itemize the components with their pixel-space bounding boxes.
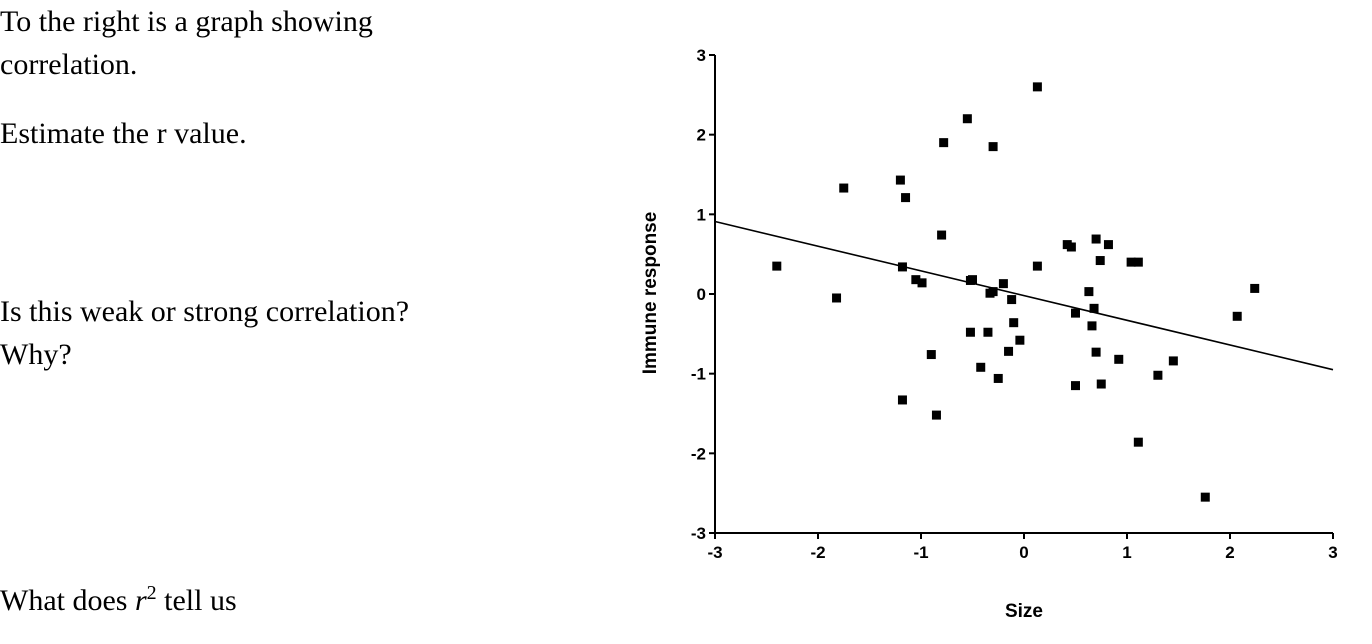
y-tick-label: -3 [691, 524, 706, 543]
question-graph-intro-line-2: correlation. [0, 48, 138, 81]
x-tick-label: 0 [1019, 543, 1028, 562]
data-point [939, 138, 949, 148]
chart-axes [714, 55, 1333, 534]
data-point [901, 193, 911, 203]
regression-line [714, 220, 1334, 371]
data-point [1114, 354, 1124, 364]
data-point [985, 288, 995, 298]
data-point [1153, 370, 1163, 380]
data-point [911, 275, 921, 285]
data-point [1200, 492, 1210, 502]
data-point [1103, 240, 1113, 250]
x-tick-label: -2 [810, 543, 825, 562]
data-point [1232, 311, 1242, 321]
x-tick-label: -3 [707, 543, 722, 562]
data-point [917, 278, 927, 288]
data-point [839, 183, 849, 193]
y-axis-label: Immune response [640, 212, 661, 375]
data-point [993, 373, 1003, 383]
question-graph-intro-line-1: To the right is a graph showing [0, 5, 373, 38]
data-point [926, 350, 936, 360]
data-point [965, 327, 975, 337]
data-point [1004, 346, 1014, 356]
data-point [897, 262, 907, 272]
x-axis-label: Size [1005, 601, 1043, 622]
data-point [968, 275, 977, 285]
data-point [1096, 379, 1106, 389]
data-point [1066, 242, 1076, 252]
data-point [1071, 308, 1080, 318]
x-tick-label: 1 [1122, 543, 1131, 562]
y-tick-label: 1 [697, 205, 706, 224]
question-r-squared: What does r2 tell us [0, 579, 237, 622]
data-point [1071, 381, 1080, 391]
data-point [998, 279, 1008, 289]
y-tick-label: 2 [697, 126, 706, 145]
question-weak-or-strong-line-1: Is this weak or strong correlation? [0, 295, 410, 328]
data-point [1250, 283, 1260, 293]
data-point [1091, 347, 1101, 357]
data-points [772, 82, 1260, 502]
question-estimate-r: Estimate the r value. [0, 117, 247, 150]
data-point [962, 114, 972, 124]
data-point [983, 327, 993, 337]
data-point [976, 362, 986, 372]
data-point [1032, 261, 1042, 271]
question-weak-or-strong-line-2: Why? [0, 338, 72, 371]
data-point [1091, 234, 1101, 244]
data-point [1007, 295, 1017, 305]
data-point [1126, 257, 1136, 267]
data-point [1009, 318, 1019, 328]
x-tick-label: -1 [913, 543, 928, 562]
data-point [895, 175, 905, 185]
question-weak-or-strong: Is this weak or strong correlation? Why? [0, 290, 409, 376]
x-tick-label: 3 [1328, 543, 1337, 562]
data-point [931, 410, 941, 420]
x-tick-label: 2 [1225, 543, 1234, 562]
data-point [1089, 303, 1099, 313]
data-point [1095, 256, 1105, 266]
y-tick-label: -2 [691, 444, 706, 463]
data-point [1133, 257, 1143, 267]
data-point [897, 395, 907, 405]
regression-line-group [714, 220, 1334, 371]
question-r-squared-suffix: tell us [156, 584, 237, 617]
superscript-two: 2 [146, 582, 157, 604]
y-tick-label: 0 [697, 285, 706, 304]
y-tick-label: 3 [697, 46, 706, 65]
data-point [1015, 335, 1025, 345]
data-point [832, 293, 842, 303]
data-point [1084, 287, 1094, 297]
question-r-squared-prefix: What does [0, 584, 135, 617]
data-point [1087, 321, 1097, 331]
chart-ticks: -3 -2 -1 0 1 2 3 3 2 1 0 -1 -2 -3 [691, 46, 1338, 562]
question-graph-intro: To the right is a graph showing correlat… [0, 0, 373, 86]
data-point [1133, 437, 1143, 447]
data-point [937, 230, 947, 240]
data-point [772, 261, 782, 271]
data-point [988, 142, 998, 152]
data-point [1168, 356, 1178, 366]
r-variable: r [134, 584, 147, 617]
y-tick-label: -1 [691, 365, 706, 384]
data-point [1032, 82, 1042, 92]
